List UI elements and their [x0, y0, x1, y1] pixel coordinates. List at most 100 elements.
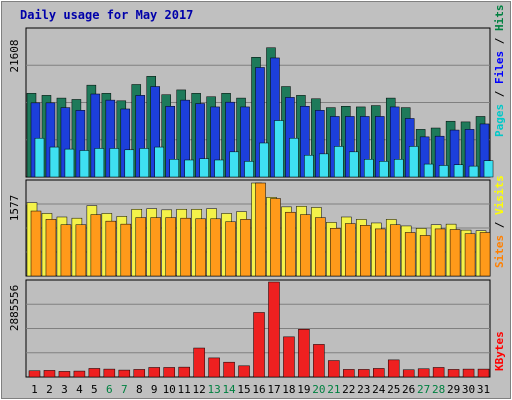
bar-sites-day-22 — [345, 223, 356, 277]
day-axis-labels: 1 2 3 4 5 6 7 8 9 10 11 12 13 14 15 16 17 18 19 20 21 22 23 24 2… — [31, 383, 490, 396]
bar-kbytes-day-8 — [133, 369, 146, 378]
day-label-2: 2 — [46, 383, 53, 396]
day-label-20: 20 — [312, 383, 325, 396]
bar-kbytes-day-24 — [373, 368, 385, 378]
legend-visitors: Sites / Visits — [493, 175, 506, 268]
bar-sites-day-29 — [449, 229, 461, 277]
bar-sites-day-24 — [375, 228, 386, 277]
legend-item-pages: Pages — [493, 104, 506, 137]
bar-pages-day-22 — [349, 151, 359, 178]
bar-kbytes-day-16 — [253, 312, 265, 378]
bar-kbytes-day-11 — [178, 366, 190, 378]
bar-kbytes-day-25 — [387, 359, 400, 378]
bar-kbytes-day-3 — [58, 371, 71, 378]
bar-kbytes-day-26 — [402, 369, 415, 378]
chart-title: Daily usage for May 2017 — [20, 8, 193, 22]
bar-sites-day-30 — [464, 233, 476, 277]
bar-sites-day-31 — [479, 232, 491, 277]
day-label-4: 4 — [76, 383, 83, 396]
bar-kbytes-day-29 — [447, 369, 460, 378]
bar-kbytes-day-7 — [118, 369, 131, 378]
bar-kbytes-day-10 — [163, 367, 175, 378]
legend-item-kbytes: KBytes — [493, 331, 506, 371]
bar-pages-day-25 — [393, 159, 404, 178]
bar-sites-day-17 — [270, 198, 281, 277]
bar-pages-day-26 — [408, 146, 419, 178]
bar-pages-day-28 — [438, 165, 449, 178]
day-label-18: 18 — [282, 383, 295, 396]
legend-item-sites: Sites — [493, 235, 506, 268]
panel-traffic: 21608 Pages / Files / Hits — [8, 5, 506, 178]
bar-kbytes-day-13 — [208, 357, 220, 378]
bar-pages-day-24 — [379, 161, 389, 178]
bar-kbytes-day-28 — [432, 367, 445, 378]
day-label-6: 6 — [106, 383, 113, 396]
bar-kbytes-day-23 — [358, 369, 370, 378]
y-max-label: 1577 — [8, 195, 21, 222]
day-label-27: 27 — [417, 383, 430, 396]
bar-kbytes-day-4 — [73, 370, 86, 378]
day-label-23: 23 — [357, 383, 370, 396]
day-label-8: 8 — [136, 383, 143, 396]
bar-kbytes-day-6 — [103, 368, 116, 378]
day-label-26: 26 — [402, 383, 415, 396]
bar-sites-day-18 — [285, 211, 296, 277]
bar-pages-day-27 — [423, 163, 434, 178]
day-label-14: 14 — [222, 383, 236, 396]
bar-kbytes-day-31 — [477, 368, 490, 378]
bar-pages-day-14 — [229, 151, 239, 178]
bar-sites-day-1 — [30, 210, 42, 277]
bar-pages-day-8 — [139, 148, 150, 178]
y-max-label: 2885556 — [8, 285, 21, 331]
bar-kbytes-day-30 — [462, 368, 475, 378]
bar-pages-day-2 — [49, 146, 60, 178]
bar-pages-day-11 — [184, 159, 194, 178]
bar-pages-day-13 — [214, 159, 224, 178]
legend-kbytes: KBytes — [493, 331, 506, 371]
day-label-11: 11 — [178, 383, 191, 396]
day-label-16: 16 — [252, 383, 265, 396]
day-label-9: 9 — [151, 383, 158, 396]
bar-sites-day-2 — [45, 219, 57, 277]
bar-pages-day-9 — [154, 146, 164, 178]
bar-sites-day-15 — [240, 219, 251, 277]
legend-item-visits: Visits — [493, 175, 506, 215]
bar-kbytes-day-15 — [238, 365, 250, 378]
bar-pages-day-16 — [259, 142, 269, 178]
bar-kbytes-day-27 — [417, 368, 430, 378]
day-label-10: 10 — [163, 383, 176, 396]
day-label-3: 3 — [61, 383, 68, 396]
legend-text: Pages / Files / Hits — [493, 5, 506, 138]
bar-pages-day-12 — [199, 158, 209, 178]
bar-sites-day-12 — [195, 218, 206, 277]
bar-sites-day-23 — [360, 225, 371, 277]
bar-kbytes-day-9 — [148, 367, 160, 378]
bar-sites-day-8 — [135, 217, 147, 277]
day-label-7: 7 — [121, 383, 128, 396]
bar-pages-day-4 — [79, 150, 90, 178]
day-label-13: 13 — [207, 383, 220, 396]
day-label-15: 15 — [237, 383, 250, 396]
bar-sites-day-4 — [75, 224, 87, 277]
day-label-12: 12 — [193, 383, 206, 396]
bar-pages-day-7 — [124, 149, 135, 178]
legend-text: Sites / Visits — [493, 175, 506, 268]
bar-kbytes-day-21 — [328, 360, 340, 378]
bar-sites-day-6 — [105, 220, 117, 277]
day-label-1: 1 — [31, 383, 38, 396]
legend-separator: / — [493, 84, 506, 104]
bar-pages-day-18 — [289, 137, 299, 178]
bar-pages-day-10 — [169, 159, 179, 178]
bar-pages-day-19 — [304, 154, 314, 178]
bar-pages-day-31 — [483, 160, 494, 178]
bar-kbytes-day-12 — [193, 347, 205, 378]
y-max-label: 21608 — [8, 39, 21, 72]
bar-kbytes-day-1 — [28, 370, 41, 378]
bar-pages-day-30 — [468, 165, 479, 178]
bar-pages-day-6 — [109, 148, 120, 178]
day-label-30: 30 — [462, 383, 475, 396]
legend-text: KBytes — [493, 331, 506, 371]
day-label-31: 31 — [477, 383, 490, 396]
